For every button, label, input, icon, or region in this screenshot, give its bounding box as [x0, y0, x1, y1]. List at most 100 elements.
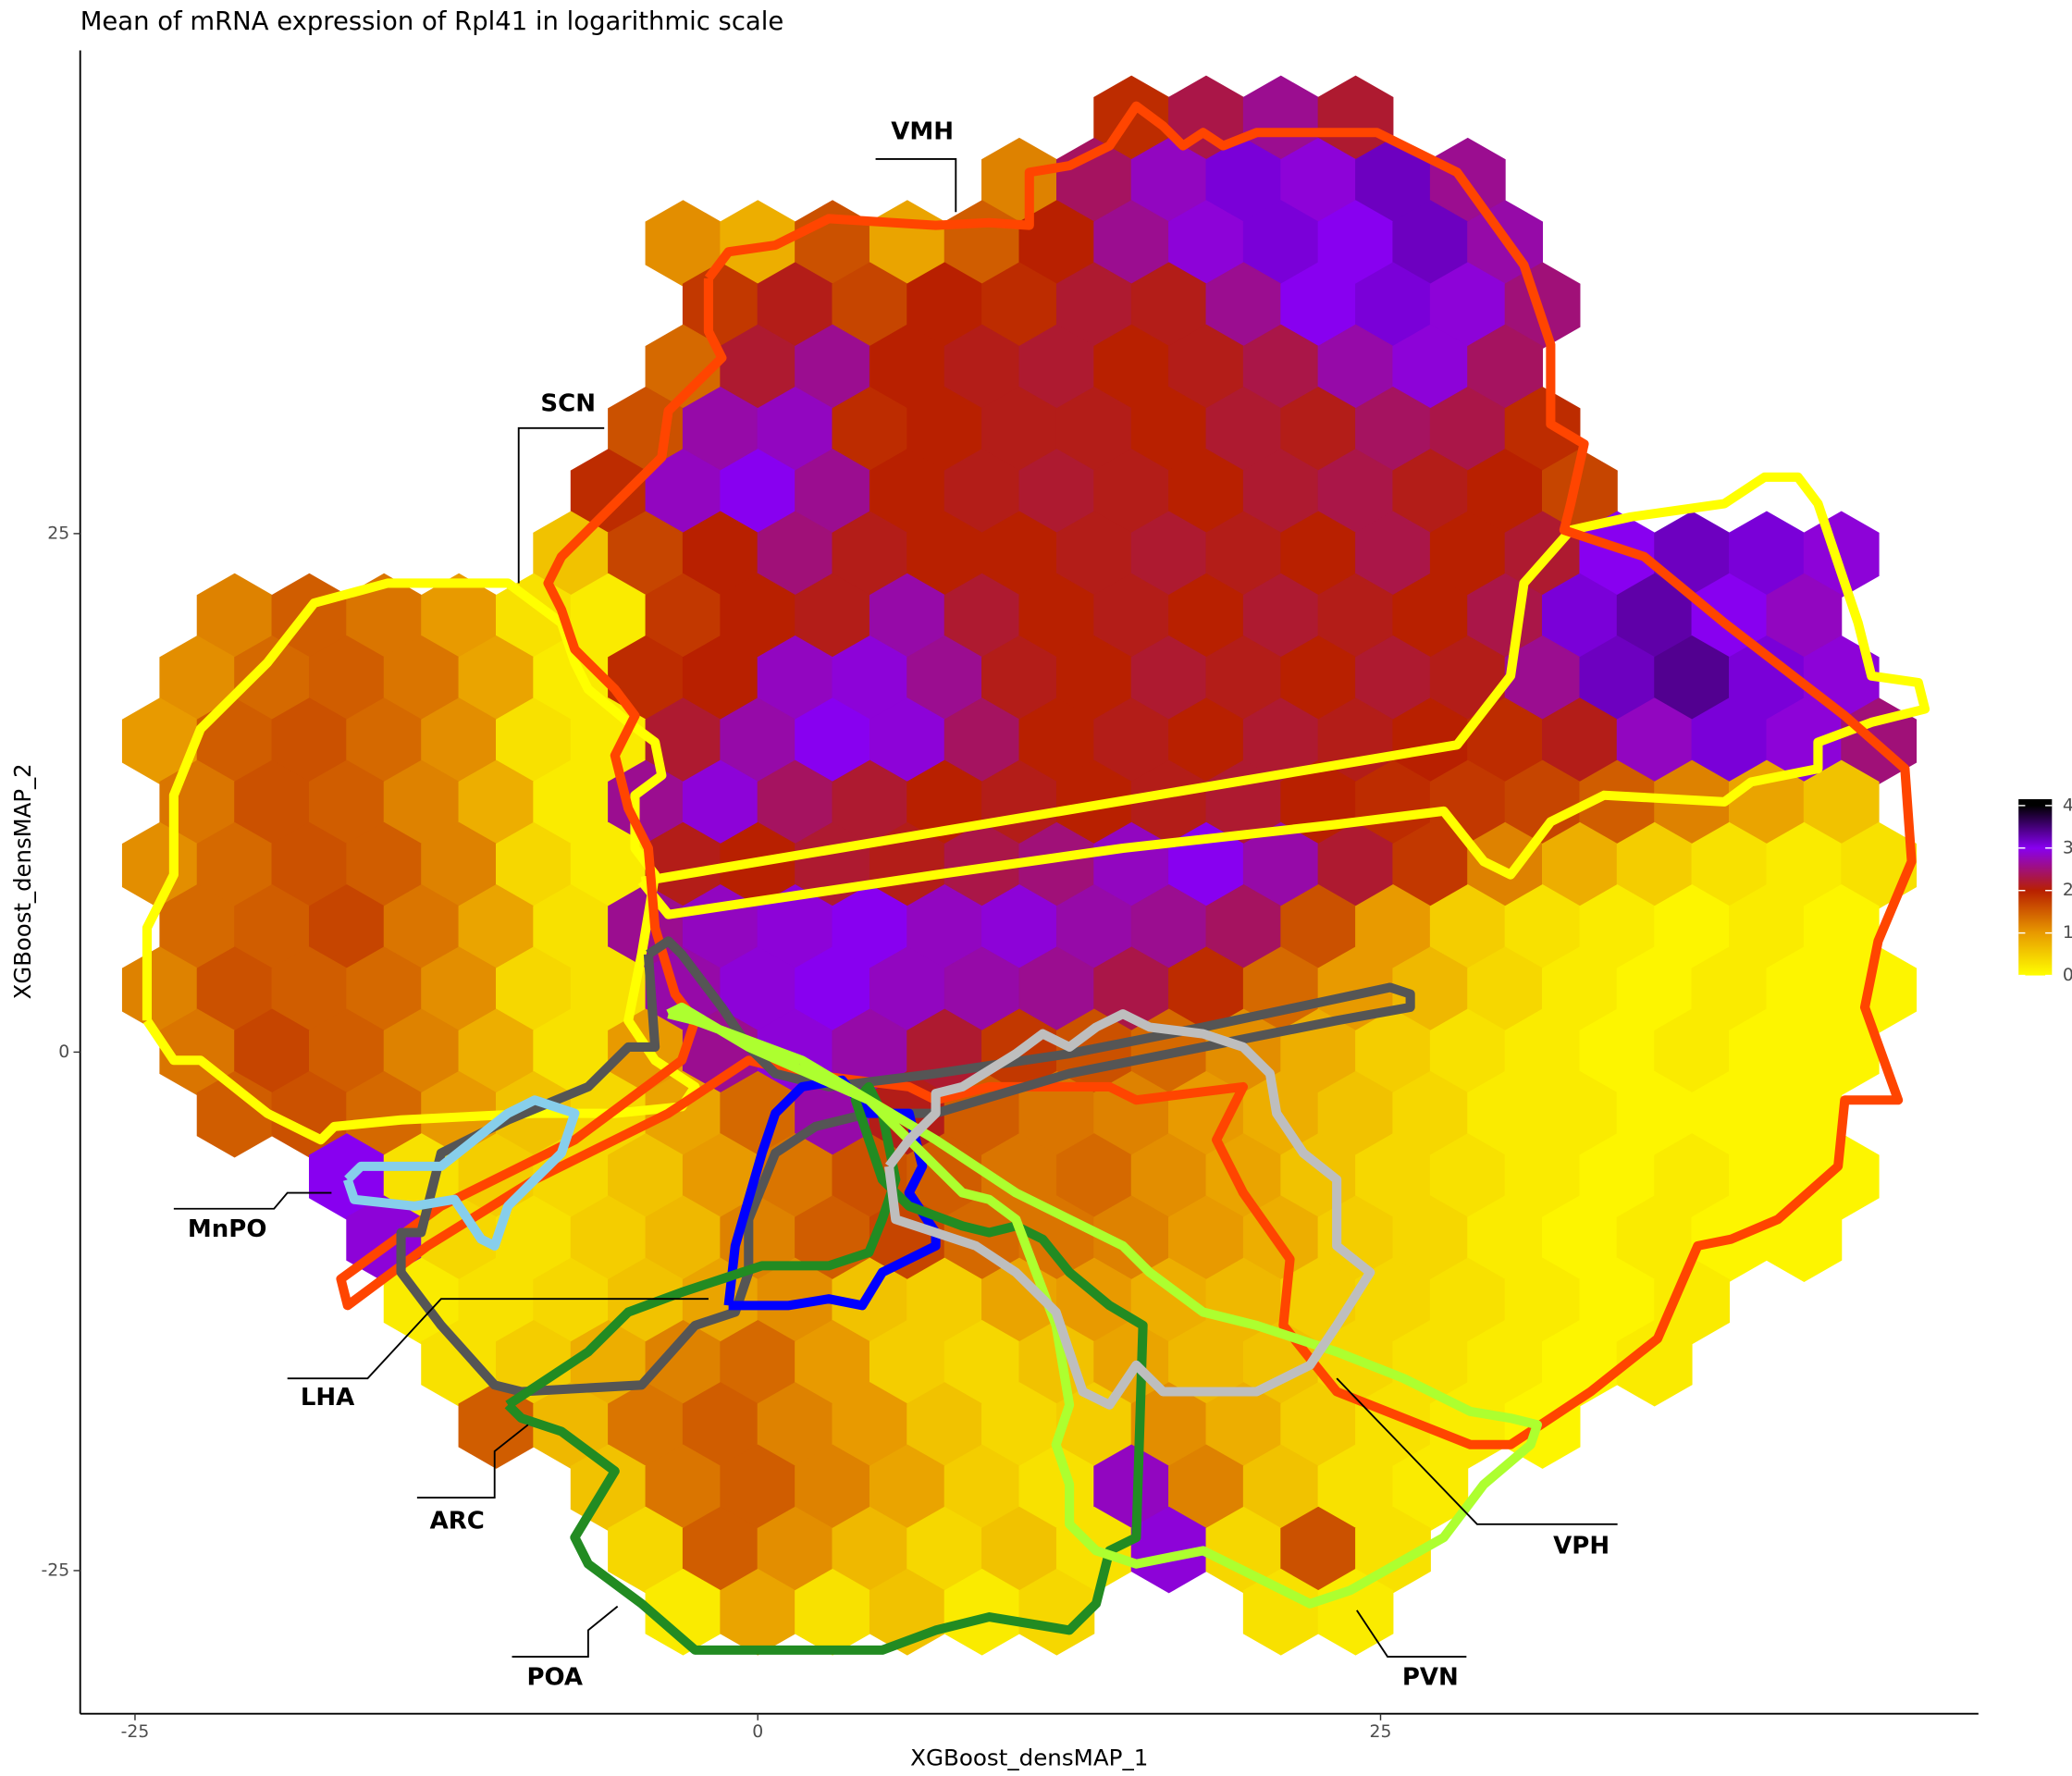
- hexbin: [1355, 511, 1431, 598]
- hexbin: [1355, 1257, 1431, 1345]
- region-label: POA: [526, 1664, 583, 1692]
- hexbin: [1392, 449, 1469, 536]
- mnpo-outline: [342, 1095, 580, 1251]
- hexbin: [458, 883, 535, 971]
- hexbin: [720, 1319, 796, 1407]
- x-tick-label: 25: [1370, 1722, 1392, 1742]
- hexbin: [1766, 946, 1843, 1033]
- hexbin: [1392, 1444, 1469, 1532]
- hexbin: [196, 573, 273, 660]
- hexbin: [308, 883, 385, 971]
- hexbin: [981, 883, 1057, 971]
- colorbar-tick-label: 0: [2063, 966, 2072, 985]
- hexbin: [496, 697, 572, 784]
- hexbin: [1093, 200, 1170, 287]
- hexbin: [1429, 1008, 1506, 1096]
- colorbar-tick-label: 2: [2063, 881, 2072, 900]
- hexbin: [1205, 262, 1282, 350]
- hexbin: [832, 386, 908, 474]
- hexbin: [570, 449, 647, 536]
- hexbin: [981, 1506, 1057, 1594]
- hexbin: [271, 697, 348, 784]
- hexbin: [1841, 946, 1918, 1033]
- hexbin: [1130, 883, 1207, 971]
- hexbin: [906, 386, 983, 474]
- region-label: VPH: [1553, 1533, 1610, 1560]
- x-tick-label: 0: [752, 1722, 763, 1742]
- hexbin: [1168, 697, 1244, 784]
- hexbin: [1018, 449, 1095, 536]
- hexbin: [869, 324, 945, 412]
- hexbin: [1355, 137, 1431, 225]
- hexbin: [757, 759, 833, 847]
- hexbin: [1467, 1195, 1544, 1282]
- hexbin: [1242, 200, 1319, 287]
- hexbin: [1242, 1444, 1319, 1532]
- hexbin: [308, 635, 385, 722]
- hexbin: [1205, 1506, 1282, 1594]
- hexbin: [1093, 697, 1170, 784]
- hexbin: [906, 1382, 983, 1469]
- hexbin: [944, 324, 1020, 412]
- hexbin: [346, 697, 423, 784]
- hexbin: [196, 821, 273, 909]
- hexbin: [608, 759, 684, 847]
- hexbin: [757, 511, 833, 598]
- hexbin: [645, 573, 722, 660]
- vmh-outline: [336, 101, 1917, 1449]
- hexbin: [1654, 883, 1731, 971]
- hexbin: [645, 697, 722, 784]
- hexbin: [869, 1444, 945, 1532]
- hexbin: [944, 1568, 1020, 1656]
- hexbin: [421, 573, 498, 660]
- hexbin: [1541, 1195, 1618, 1282]
- hexbin: [981, 262, 1057, 350]
- hexbin: [1018, 1070, 1095, 1158]
- hexbin: [1429, 1133, 1506, 1220]
- hexbin: [1130, 1257, 1207, 1345]
- hexbin: [1691, 697, 1768, 784]
- hexbin: [1130, 759, 1207, 847]
- hexbin: [234, 759, 310, 847]
- hexbin: [383, 883, 460, 971]
- hexbin: [570, 573, 647, 660]
- hexbin: [645, 200, 722, 287]
- hexbin: [1317, 1070, 1394, 1158]
- hexbin: [1691, 946, 1768, 1033]
- hexbin: [1729, 883, 1805, 971]
- hexbin: [1766, 821, 1843, 909]
- hexbin: [1579, 1257, 1656, 1345]
- hexbin: [1616, 1319, 1693, 1407]
- hexbin: [1504, 883, 1581, 971]
- hexbin: [645, 1319, 722, 1407]
- colorbar-tick-label: 1: [2063, 923, 2072, 943]
- x-tick-label: -25: [121, 1722, 150, 1742]
- hexbin: [1280, 262, 1357, 350]
- hexbin: [1093, 324, 1170, 412]
- hexbin: [1018, 697, 1095, 784]
- hexbin: [720, 1444, 796, 1532]
- hexbin: [159, 635, 236, 722]
- hexbin: [159, 883, 236, 971]
- hexbin: [1429, 386, 1506, 474]
- hexbin: [1392, 697, 1469, 784]
- hexbin: [496, 1319, 572, 1407]
- hexbin: [1616, 697, 1693, 784]
- y-axis-label: XGBoost_densMAP_2: [9, 763, 36, 999]
- hexbin: [1168, 200, 1244, 287]
- hexbin: [458, 1257, 535, 1345]
- hexbin: [346, 573, 423, 660]
- hexbin: [1093, 1195, 1170, 1282]
- hexbin: [1055, 511, 1132, 598]
- hexbin: [944, 449, 1020, 536]
- hexbin: [1579, 759, 1656, 847]
- leader-line: [875, 158, 957, 213]
- hexbin: [383, 759, 460, 847]
- hexbin: [1467, 324, 1544, 412]
- hexbin: [795, 697, 870, 784]
- hexbin: [1280, 635, 1357, 722]
- hexbin: [1018, 573, 1095, 660]
- hexbin: [795, 1444, 870, 1532]
- hexbin: [308, 1008, 385, 1096]
- hexbin: [1579, 883, 1656, 971]
